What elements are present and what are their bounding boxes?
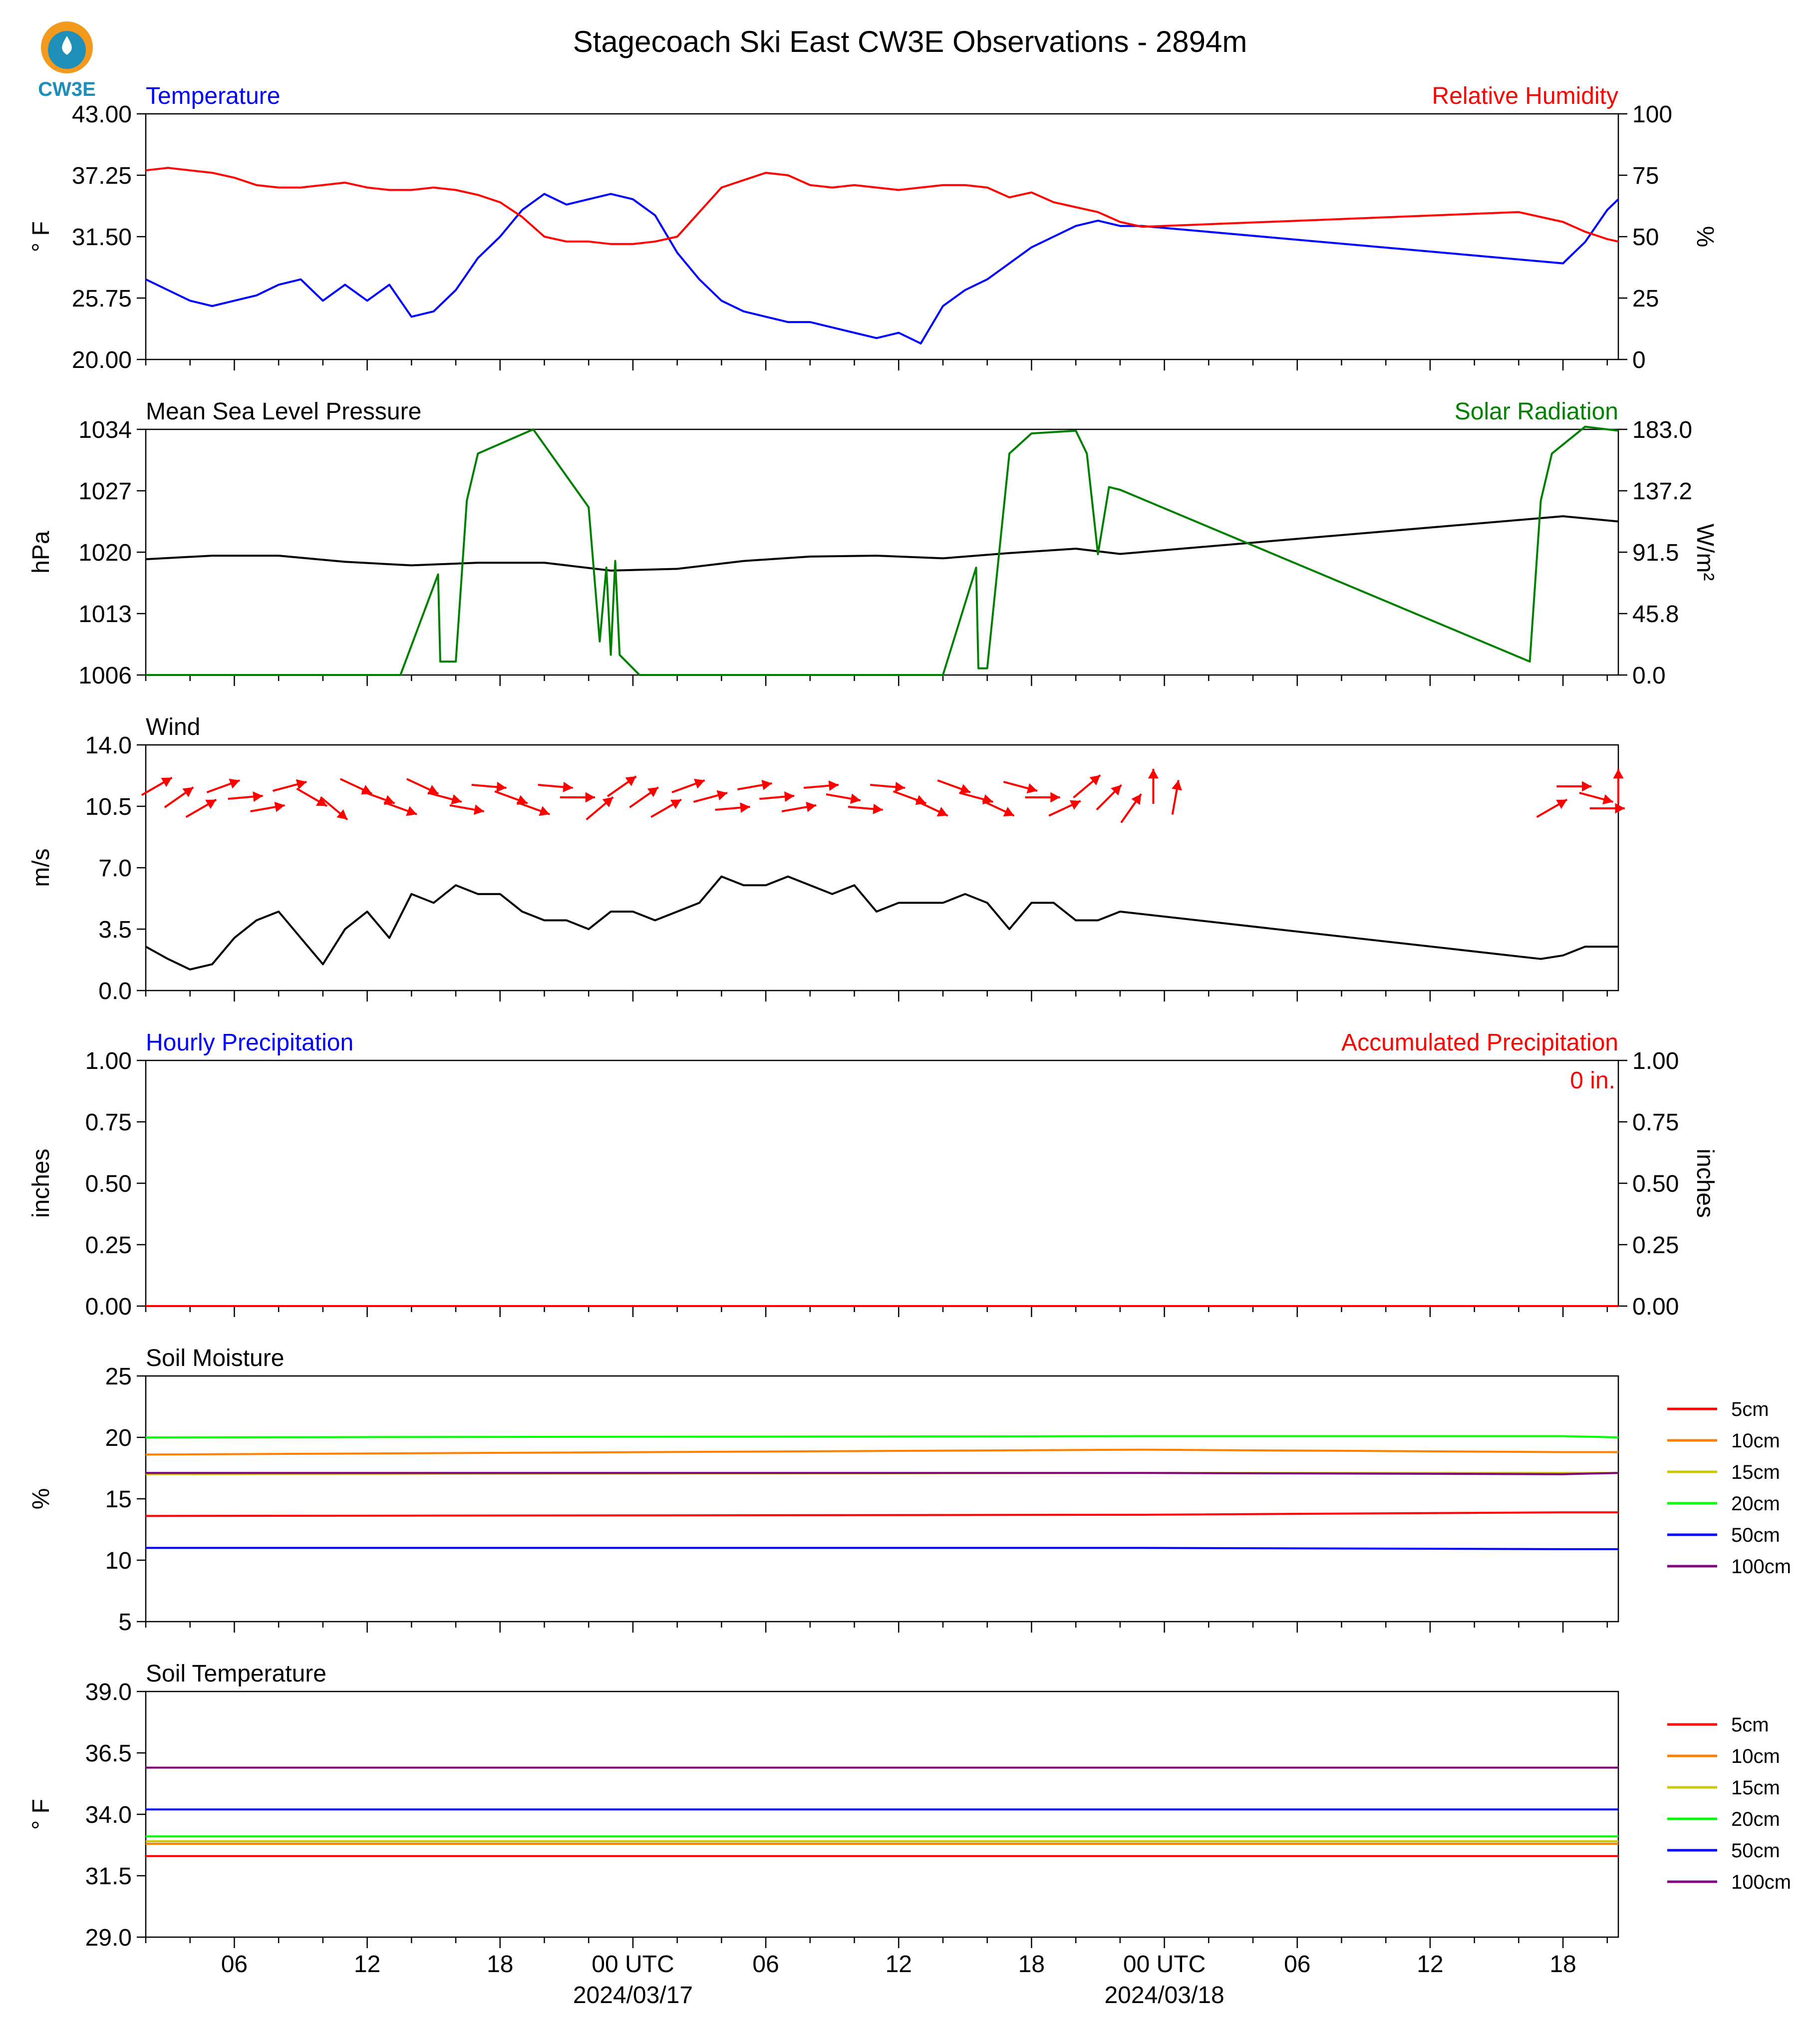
y-axis-label-right: inches xyxy=(1692,1149,1718,1218)
accumulated-total-label: 0 in. xyxy=(1570,1067,1615,1094)
y-axis-label: ° F xyxy=(28,1799,54,1830)
y-tick-label: 37.25 xyxy=(72,163,132,189)
y-axis-label: ° F xyxy=(28,221,54,252)
cw3e-logo: CW3E xyxy=(38,21,96,100)
x-tick-label: 18 xyxy=(1549,1951,1576,1978)
y-axis-label-right: % xyxy=(1692,226,1718,248)
x-tick-label: 06 xyxy=(221,1951,248,1978)
y-tick-label-right: 0.00 xyxy=(1632,1294,1679,1320)
y-tick-label: 1020 xyxy=(78,540,132,566)
y-tick-label-right: 45.8 xyxy=(1632,601,1679,628)
y-tick-label: 15 xyxy=(105,1486,132,1513)
y-tick-label: 0.25 xyxy=(85,1232,132,1259)
y-tick-label: 1006 xyxy=(78,663,132,689)
y-tick-label: 1034 xyxy=(78,417,132,443)
y-tick-label: 29.0 xyxy=(85,1925,132,1951)
legend-label: 50cm xyxy=(1731,1524,1780,1546)
y-tick-label: 5 xyxy=(118,1609,132,1636)
y-tick-label: 31.50 xyxy=(72,224,132,251)
y-tick-label: 1027 xyxy=(78,478,132,505)
y-tick-label: 34.0 xyxy=(85,1802,132,1828)
y-tick-label: 1013 xyxy=(78,601,132,628)
y-tick-label: 0.00 xyxy=(85,1294,132,1320)
y-tick-label-right: 0.0 xyxy=(1632,663,1666,689)
y-tick-label-right: 0.25 xyxy=(1632,1232,1679,1259)
panel-title-right: Relative Humidity xyxy=(1432,83,1618,109)
y-tick-label: 20 xyxy=(105,1425,132,1451)
y-tick-label: 1.00 xyxy=(85,1048,132,1074)
x-tick-label: 12 xyxy=(1417,1951,1443,1978)
figure-title: Stagecoach Ski East CW3E Observations - … xyxy=(573,25,1247,58)
legend-label: 5cm xyxy=(1731,1714,1769,1736)
panel-title-right: Accumulated Precipitation xyxy=(1341,1029,1618,1056)
y-tick-label-right: 1.00 xyxy=(1632,1048,1679,1074)
y-tick-label: 25.75 xyxy=(72,286,132,312)
panel-title-left: Mean Sea Level Pressure xyxy=(146,398,421,425)
y-tick-label: 36.5 xyxy=(85,1740,132,1767)
y-tick-label-right: 137.2 xyxy=(1632,478,1692,505)
x-tick-label: 12 xyxy=(354,1951,380,1978)
x-tick-label: 18 xyxy=(1018,1951,1045,1978)
y-tick-label: 39.0 xyxy=(85,1679,132,1705)
x-date-label: 2024/03/17 xyxy=(573,1982,693,2009)
panel-title-right: Solar Radiation xyxy=(1455,398,1618,425)
x-tick-label: 00 UTC xyxy=(592,1951,674,1978)
legend-label: 10cm xyxy=(1731,1430,1780,1452)
y-tick-label: 43.00 xyxy=(72,101,132,128)
legend-label: 20cm xyxy=(1731,1493,1780,1515)
y-tick-label: 10.5 xyxy=(85,794,132,820)
y-tick-label-right: 25 xyxy=(1632,286,1659,312)
y-tick-label: 0.0 xyxy=(98,978,132,1005)
x-tick-label: 18 xyxy=(487,1951,513,1978)
y-tick-label: 20.00 xyxy=(72,347,132,373)
y-tick-label-right: 91.5 xyxy=(1632,540,1679,566)
panel-title-left: Temperature xyxy=(146,83,280,109)
y-tick-label: 7.0 xyxy=(98,855,132,882)
legend-label: 100cm xyxy=(1731,1871,1791,1893)
y-tick-label-right: 75 xyxy=(1632,163,1659,189)
y-tick-label-right: 183.0 xyxy=(1632,417,1692,443)
y-tick-label-right: 50 xyxy=(1632,224,1659,251)
y-tick-label: 14.0 xyxy=(85,732,132,759)
panel-title-left: Soil Moisture xyxy=(146,1345,284,1371)
legend-label: 5cm xyxy=(1731,1398,1769,1420)
legend-label: 15cm xyxy=(1731,1777,1780,1799)
legend-label: 15cm xyxy=(1731,1461,1780,1483)
x-tick-label: 06 xyxy=(752,1951,779,1978)
y-tick-label: 0.75 xyxy=(85,1109,132,1136)
y-axis-label: inches xyxy=(28,1149,54,1218)
x-tick-label: 06 xyxy=(1284,1951,1310,1978)
y-axis-label: m/s xyxy=(28,848,54,887)
y-tick-label: 31.5 xyxy=(85,1863,132,1890)
panel-title-left: Wind xyxy=(146,714,200,740)
y-tick-label-right: 100 xyxy=(1632,101,1672,128)
panel-title-left: Hourly Precipitation xyxy=(146,1029,353,1056)
y-tick-label-right: 0.75 xyxy=(1632,1109,1679,1136)
y-tick-label: 25 xyxy=(105,1363,132,1390)
y-tick-label-right: 0.50 xyxy=(1632,1171,1679,1197)
legend-label: 50cm xyxy=(1731,1840,1780,1862)
y-tick-label: 10 xyxy=(105,1548,132,1574)
legend-label: 20cm xyxy=(1731,1808,1780,1830)
y-axis-label: hPa xyxy=(28,531,54,574)
panel-title-left: Soil Temperature xyxy=(146,1661,326,1687)
logo-text: CW3E xyxy=(38,78,96,100)
y-axis-label-right: W/m² xyxy=(1692,524,1718,581)
x-tick-label: 12 xyxy=(886,1951,912,1978)
y-tick-label: 0.50 xyxy=(85,1171,132,1197)
y-axis-label: % xyxy=(28,1488,54,1510)
x-date-label: 2024/03/18 xyxy=(1104,1982,1224,2009)
legend-label: 100cm xyxy=(1731,1556,1791,1578)
y-tick-label-right: 0 xyxy=(1632,347,1646,373)
x-tick-label: 00 UTC xyxy=(1123,1951,1206,1978)
legend-label: 10cm xyxy=(1731,1745,1780,1767)
y-tick-label: 3.5 xyxy=(98,917,132,943)
